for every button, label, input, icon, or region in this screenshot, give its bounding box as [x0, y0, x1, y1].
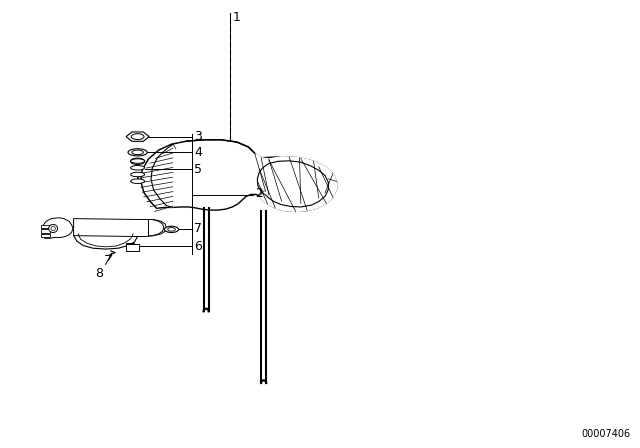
Ellipse shape	[131, 172, 145, 177]
Bar	[41, 225, 50, 228]
Text: 5: 5	[194, 163, 202, 176]
Ellipse shape	[168, 228, 175, 231]
Text: 2: 2	[255, 187, 262, 200]
Polygon shape	[261, 211, 266, 383]
Ellipse shape	[131, 158, 145, 164]
Ellipse shape	[132, 150, 143, 155]
Text: 6: 6	[194, 240, 202, 253]
Polygon shape	[148, 220, 164, 236]
Polygon shape	[141, 141, 187, 208]
Ellipse shape	[131, 159, 145, 164]
Ellipse shape	[131, 179, 145, 184]
Polygon shape	[74, 219, 166, 237]
Text: 3: 3	[194, 130, 202, 143]
Polygon shape	[255, 153, 337, 211]
Bar	[41, 234, 50, 237]
Ellipse shape	[131, 166, 145, 170]
Ellipse shape	[51, 227, 56, 231]
Bar	[126, 244, 139, 251]
Bar	[126, 243, 134, 248]
Ellipse shape	[131, 134, 144, 140]
Bar	[41, 229, 50, 233]
Text: 00007406: 00007406	[581, 429, 630, 439]
Text: 7: 7	[194, 222, 202, 235]
Polygon shape	[141, 140, 337, 211]
Polygon shape	[44, 218, 73, 238]
Text: 4: 4	[194, 146, 202, 159]
Polygon shape	[126, 132, 149, 141]
Ellipse shape	[164, 226, 179, 233]
Text: 8: 8	[95, 267, 103, 280]
Text: 1: 1	[232, 11, 240, 24]
Ellipse shape	[49, 224, 58, 233]
Ellipse shape	[128, 149, 147, 156]
Polygon shape	[204, 208, 209, 311]
